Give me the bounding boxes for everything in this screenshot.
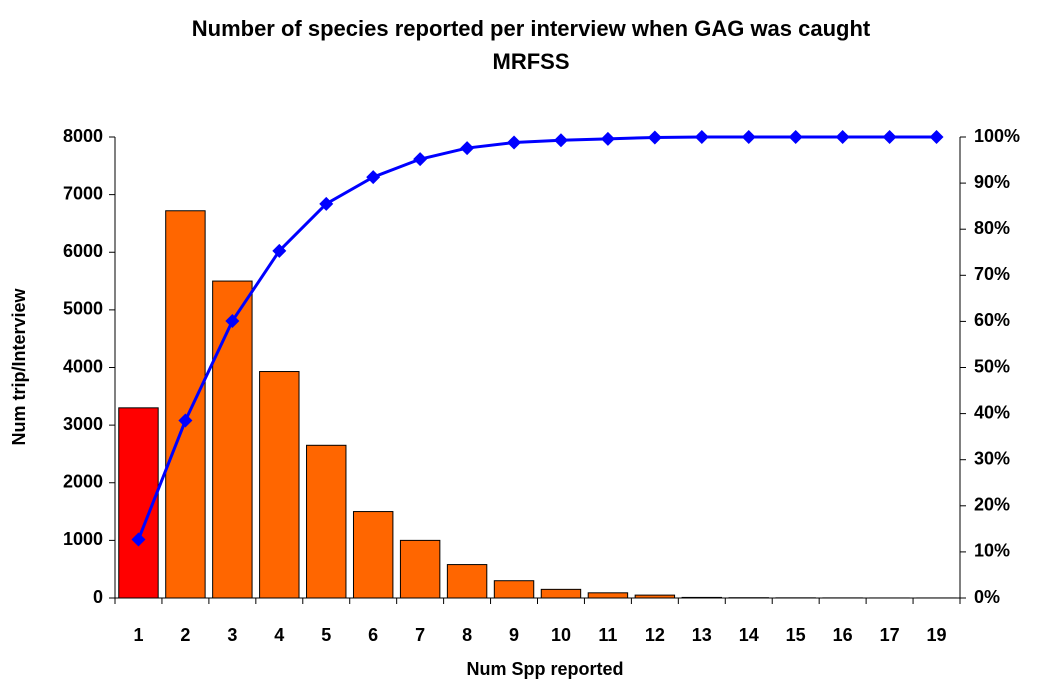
marker xyxy=(600,131,615,146)
bar xyxy=(446,564,488,599)
marker xyxy=(413,152,428,167)
marker xyxy=(366,170,381,185)
bar xyxy=(165,210,206,599)
y2-tick-label: 60% xyxy=(974,310,1010,330)
y2-tick-label: 50% xyxy=(974,356,1010,376)
y2-tick-label: 30% xyxy=(974,448,1010,468)
marker xyxy=(788,130,803,144)
x-tick-label: 9 xyxy=(509,625,519,645)
x-tick-label: 15 xyxy=(786,625,806,645)
x-tick-label: 11 xyxy=(598,625,617,645)
y2-tick-label: 70% xyxy=(974,264,1010,284)
y-tick-label: 2000 xyxy=(63,472,103,492)
bar xyxy=(399,539,441,599)
x-tick-label: 7 xyxy=(415,625,425,645)
marker xyxy=(929,130,944,144)
marker xyxy=(178,413,193,428)
x-tick-label: 12 xyxy=(645,625,665,645)
bar xyxy=(352,511,394,599)
y2-tick-label: 0% xyxy=(974,587,1000,607)
marker xyxy=(741,130,756,144)
y-tick-label: 6000 xyxy=(63,241,103,261)
marker xyxy=(694,130,709,144)
y2-tick-label: 20% xyxy=(974,495,1010,515)
x-tick-label: 5 xyxy=(321,625,331,645)
marker xyxy=(225,313,240,328)
y-tick-label: 1000 xyxy=(63,529,103,549)
x-tick-label: 19 xyxy=(927,625,947,645)
x-tick-label: 3 xyxy=(227,625,237,645)
marker xyxy=(507,135,522,150)
y2-tick-label: 100% xyxy=(974,126,1020,146)
y-tick-label: 5000 xyxy=(63,299,103,319)
bar xyxy=(634,594,676,599)
x-tick-label: 1 xyxy=(133,625,143,645)
line xyxy=(137,135,937,541)
y-tick-label: 8000 xyxy=(63,126,103,146)
x-tick-label: 2 xyxy=(180,625,190,645)
chart-title: Number of species reported per interview… xyxy=(191,16,871,74)
x-tick-label: 13 xyxy=(692,625,712,645)
bar xyxy=(212,280,253,599)
y2-tick-label: 90% xyxy=(974,172,1010,192)
bar xyxy=(493,580,535,599)
bar xyxy=(306,444,347,599)
y-tick-label: 3000 xyxy=(63,414,103,434)
y2-tick-label: 40% xyxy=(974,402,1010,422)
y-tick-label: 0 xyxy=(93,587,103,607)
y-tick-label: 4000 xyxy=(63,356,103,376)
x-axis-label: Num Spp reported xyxy=(466,659,623,679)
y2-tick-label: 10% xyxy=(974,541,1010,561)
marker xyxy=(553,133,568,148)
x-tick-label: 6 xyxy=(368,625,378,645)
y-tick-label: 7000 xyxy=(63,183,103,203)
marker xyxy=(647,130,662,145)
y2-tick-label: 80% xyxy=(974,218,1010,238)
x-tick-label: 10 xyxy=(551,625,571,645)
bar xyxy=(587,592,629,599)
bar xyxy=(540,588,582,599)
x-tick-label: 14 xyxy=(739,625,759,645)
y-axis-label: Num trip/Interview xyxy=(9,287,29,445)
marker xyxy=(131,532,146,547)
bar xyxy=(681,596,723,599)
x-tick-label: 16 xyxy=(833,625,853,645)
x-tick-label: 17 xyxy=(880,625,900,645)
bar xyxy=(259,371,300,599)
marker xyxy=(460,141,475,156)
x-tick-label: 8 xyxy=(462,625,472,645)
x-tick-label: 4 xyxy=(274,625,284,645)
marker xyxy=(835,130,850,144)
marker xyxy=(272,243,287,258)
marker xyxy=(319,196,334,211)
marker xyxy=(882,130,897,144)
